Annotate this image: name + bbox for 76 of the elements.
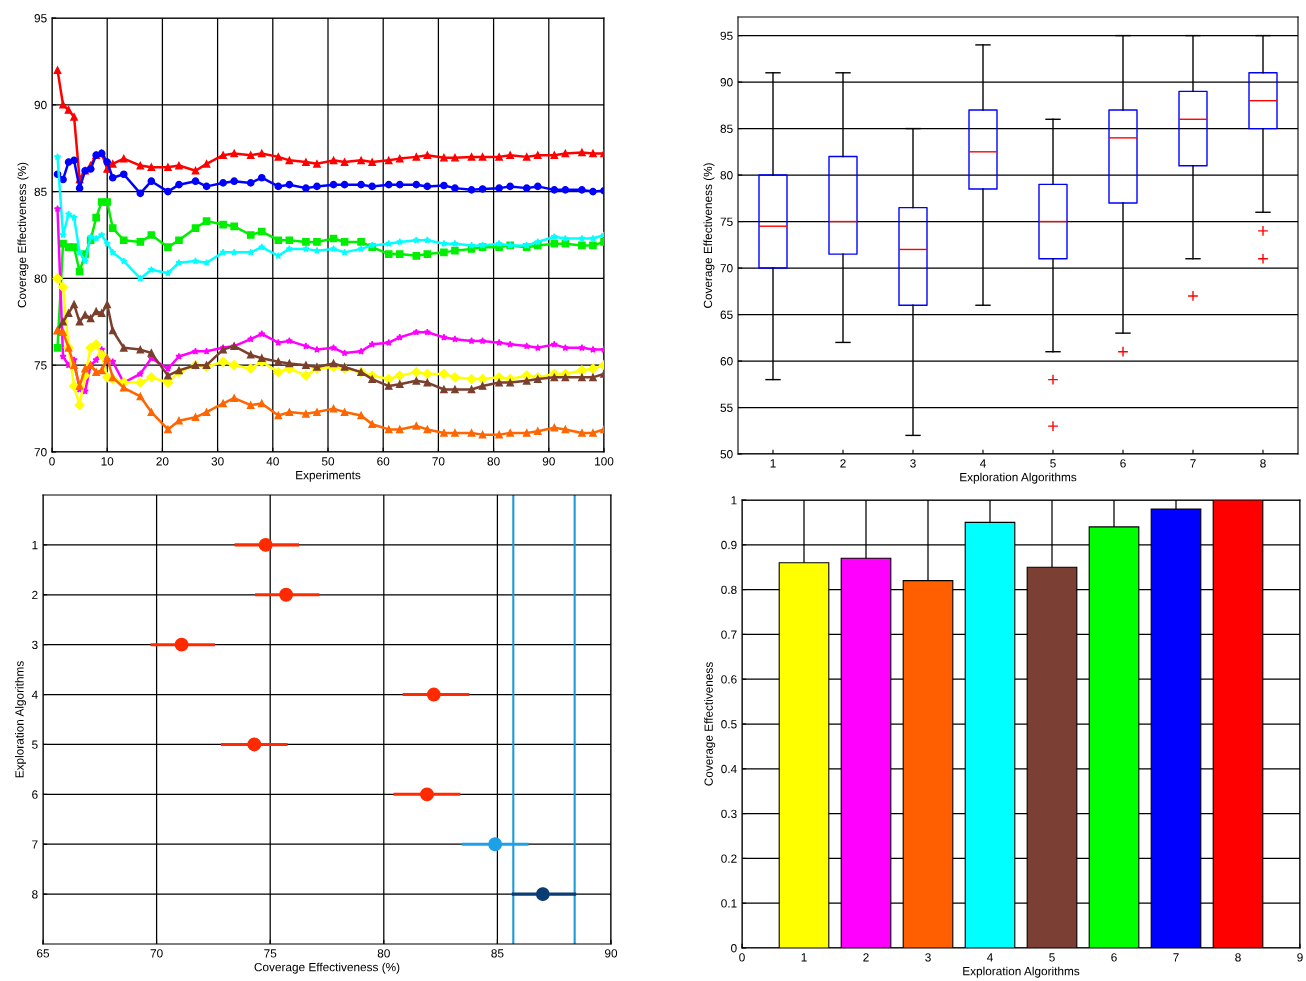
x-tick-label: 70: [432, 457, 445, 466]
x-axis-title: Exploration Algorithms: [963, 966, 1080, 978]
y-tick-label: 0.3: [721, 809, 737, 818]
y-tick-label: 0.1: [721, 899, 737, 908]
x-axis-title: Experiments: [296, 470, 361, 482]
y-axis-title: Exploration Algorithms: [15, 661, 27, 778]
x-tick-label: 90: [542, 457, 555, 466]
y-tick-label: 75: [720, 217, 733, 226]
x-tick-label: 0: [49, 457, 55, 466]
y-tick-label: 95: [34, 14, 47, 23]
y-tick-label: 65: [720, 310, 733, 319]
y-tick-label: 3: [32, 640, 38, 650]
y-tick-label: 6: [32, 790, 38, 799]
x-tick-label: 6: [1111, 953, 1117, 962]
x-tick-label: 30: [211, 457, 224, 466]
y-tick-label: 1: [731, 496, 737, 505]
x-tick-label: 50: [321, 457, 335, 466]
y-tick-label: 0.8: [721, 585, 737, 594]
y-tick-label: 55: [720, 403, 733, 412]
y-tick-label: 0.5: [721, 720, 737, 729]
x-tick-label: 5: [1049, 953, 1055, 962]
y-tick-label: 80: [34, 274, 47, 283]
x-tick-label: 10: [101, 457, 114, 466]
y-tick-label: 85: [34, 187, 47, 196]
x-tick-label: 9: [1297, 953, 1303, 962]
x-tick-label: 1: [801, 953, 807, 962]
y-tick-label: 90: [34, 100, 47, 110]
x-tick-label: 6: [1120, 459, 1126, 468]
y-tick-label: 70: [34, 448, 47, 457]
x-tick-label: 4: [986, 953, 993, 962]
y-tick-label: 2: [32, 590, 38, 600]
y-tick-label: 75: [34, 361, 47, 370]
x-axis-title: Coverage Effectiveness (%): [254, 962, 400, 974]
x-tick-label: 75: [264, 949, 277, 958]
y-tick-label: 1: [32, 541, 38, 550]
x-tick-label: 8: [1260, 459, 1266, 468]
x-tick-label: 8: [1235, 953, 1241, 962]
y-tick-label: 95: [720, 31, 733, 40]
y-axis-title: Coverage Effectiveness (%): [17, 162, 29, 308]
x-tick-label: 3: [925, 953, 931, 962]
x-tick-label: 2: [840, 459, 846, 468]
y-tick-label: 0.6: [721, 675, 737, 684]
x-tick-label: 0: [739, 953, 745, 962]
y-tick-label: 80: [720, 171, 733, 180]
x-tick-label: 90: [604, 949, 618, 958]
x-tick-label: 5: [1050, 459, 1056, 468]
y-tick-label: 0.9: [721, 540, 737, 550]
x-tick-label: 3: [910, 459, 916, 468]
y-tick-label: 0.4: [721, 764, 737, 774]
x-tick-label: 70: [150, 949, 163, 958]
x-tick-label: 1: [770, 459, 776, 468]
y-tick-label: 0.2: [721, 854, 737, 863]
x-tick-label: 7: [1190, 459, 1196, 468]
y-tick-label: 0.7: [721, 630, 737, 639]
x-tick-label: 60: [377, 457, 390, 466]
y-tick-label: 90: [720, 78, 733, 87]
y-tick-label: 8: [32, 890, 38, 899]
y-tick-label: 50: [720, 450, 733, 459]
x-tick-label: 2: [863, 953, 869, 962]
y-tick-label: 4: [31, 690, 38, 699]
x-tick-label: 100: [595, 457, 614, 466]
y-tick-label: 70: [720, 264, 733, 273]
y-axis-title: Coverage Effectiveness (%): [703, 163, 715, 308]
y-tick-label: 7: [32, 840, 38, 849]
x-tick-label: 4: [979, 459, 986, 468]
x-axis-title: Exploration Algorithms: [960, 472, 1077, 484]
y-tick-label: 5: [32, 740, 38, 749]
x-tick-label: 7: [1173, 953, 1179, 962]
x-tick-label: 80: [377, 949, 390, 958]
x-tick-label: 20: [156, 457, 169, 466]
x-tick-label: 80: [487, 457, 500, 466]
y-tick-label: 60: [720, 357, 733, 366]
x-tick-label: 85: [491, 949, 504, 958]
y-tick-label: 85: [720, 124, 733, 133]
y-axis-title: Coverage Effectiveness: [704, 662, 716, 786]
x-tick-label: 40: [266, 457, 279, 466]
